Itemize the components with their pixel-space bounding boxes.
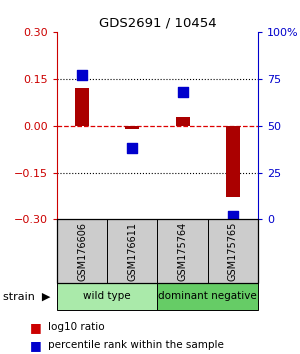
Text: GSM175764: GSM175764 — [178, 222, 188, 281]
Text: ■: ■ — [30, 339, 42, 352]
Text: wild type: wild type — [83, 291, 131, 302]
Bar — [75, 88, 89, 126]
Text: percentile rank within the sample: percentile rank within the sample — [48, 340, 224, 350]
Text: GSM176606: GSM176606 — [77, 222, 87, 281]
Text: ■: ■ — [30, 321, 42, 334]
Text: GSM175765: GSM175765 — [228, 222, 238, 281]
Text: GSM176611: GSM176611 — [128, 222, 137, 281]
Bar — [176, 117, 190, 126]
Text: log10 ratio: log10 ratio — [48, 322, 105, 332]
Text: dominant negative: dominant negative — [158, 291, 257, 302]
Point — [80, 72, 85, 78]
Bar — [226, 126, 240, 197]
Point — [180, 89, 185, 95]
Point — [230, 213, 235, 218]
Bar — [125, 126, 140, 130]
Point — [130, 145, 135, 151]
Text: strain  ▶: strain ▶ — [3, 291, 50, 302]
Title: GDS2691 / 10454: GDS2691 / 10454 — [99, 16, 216, 29]
